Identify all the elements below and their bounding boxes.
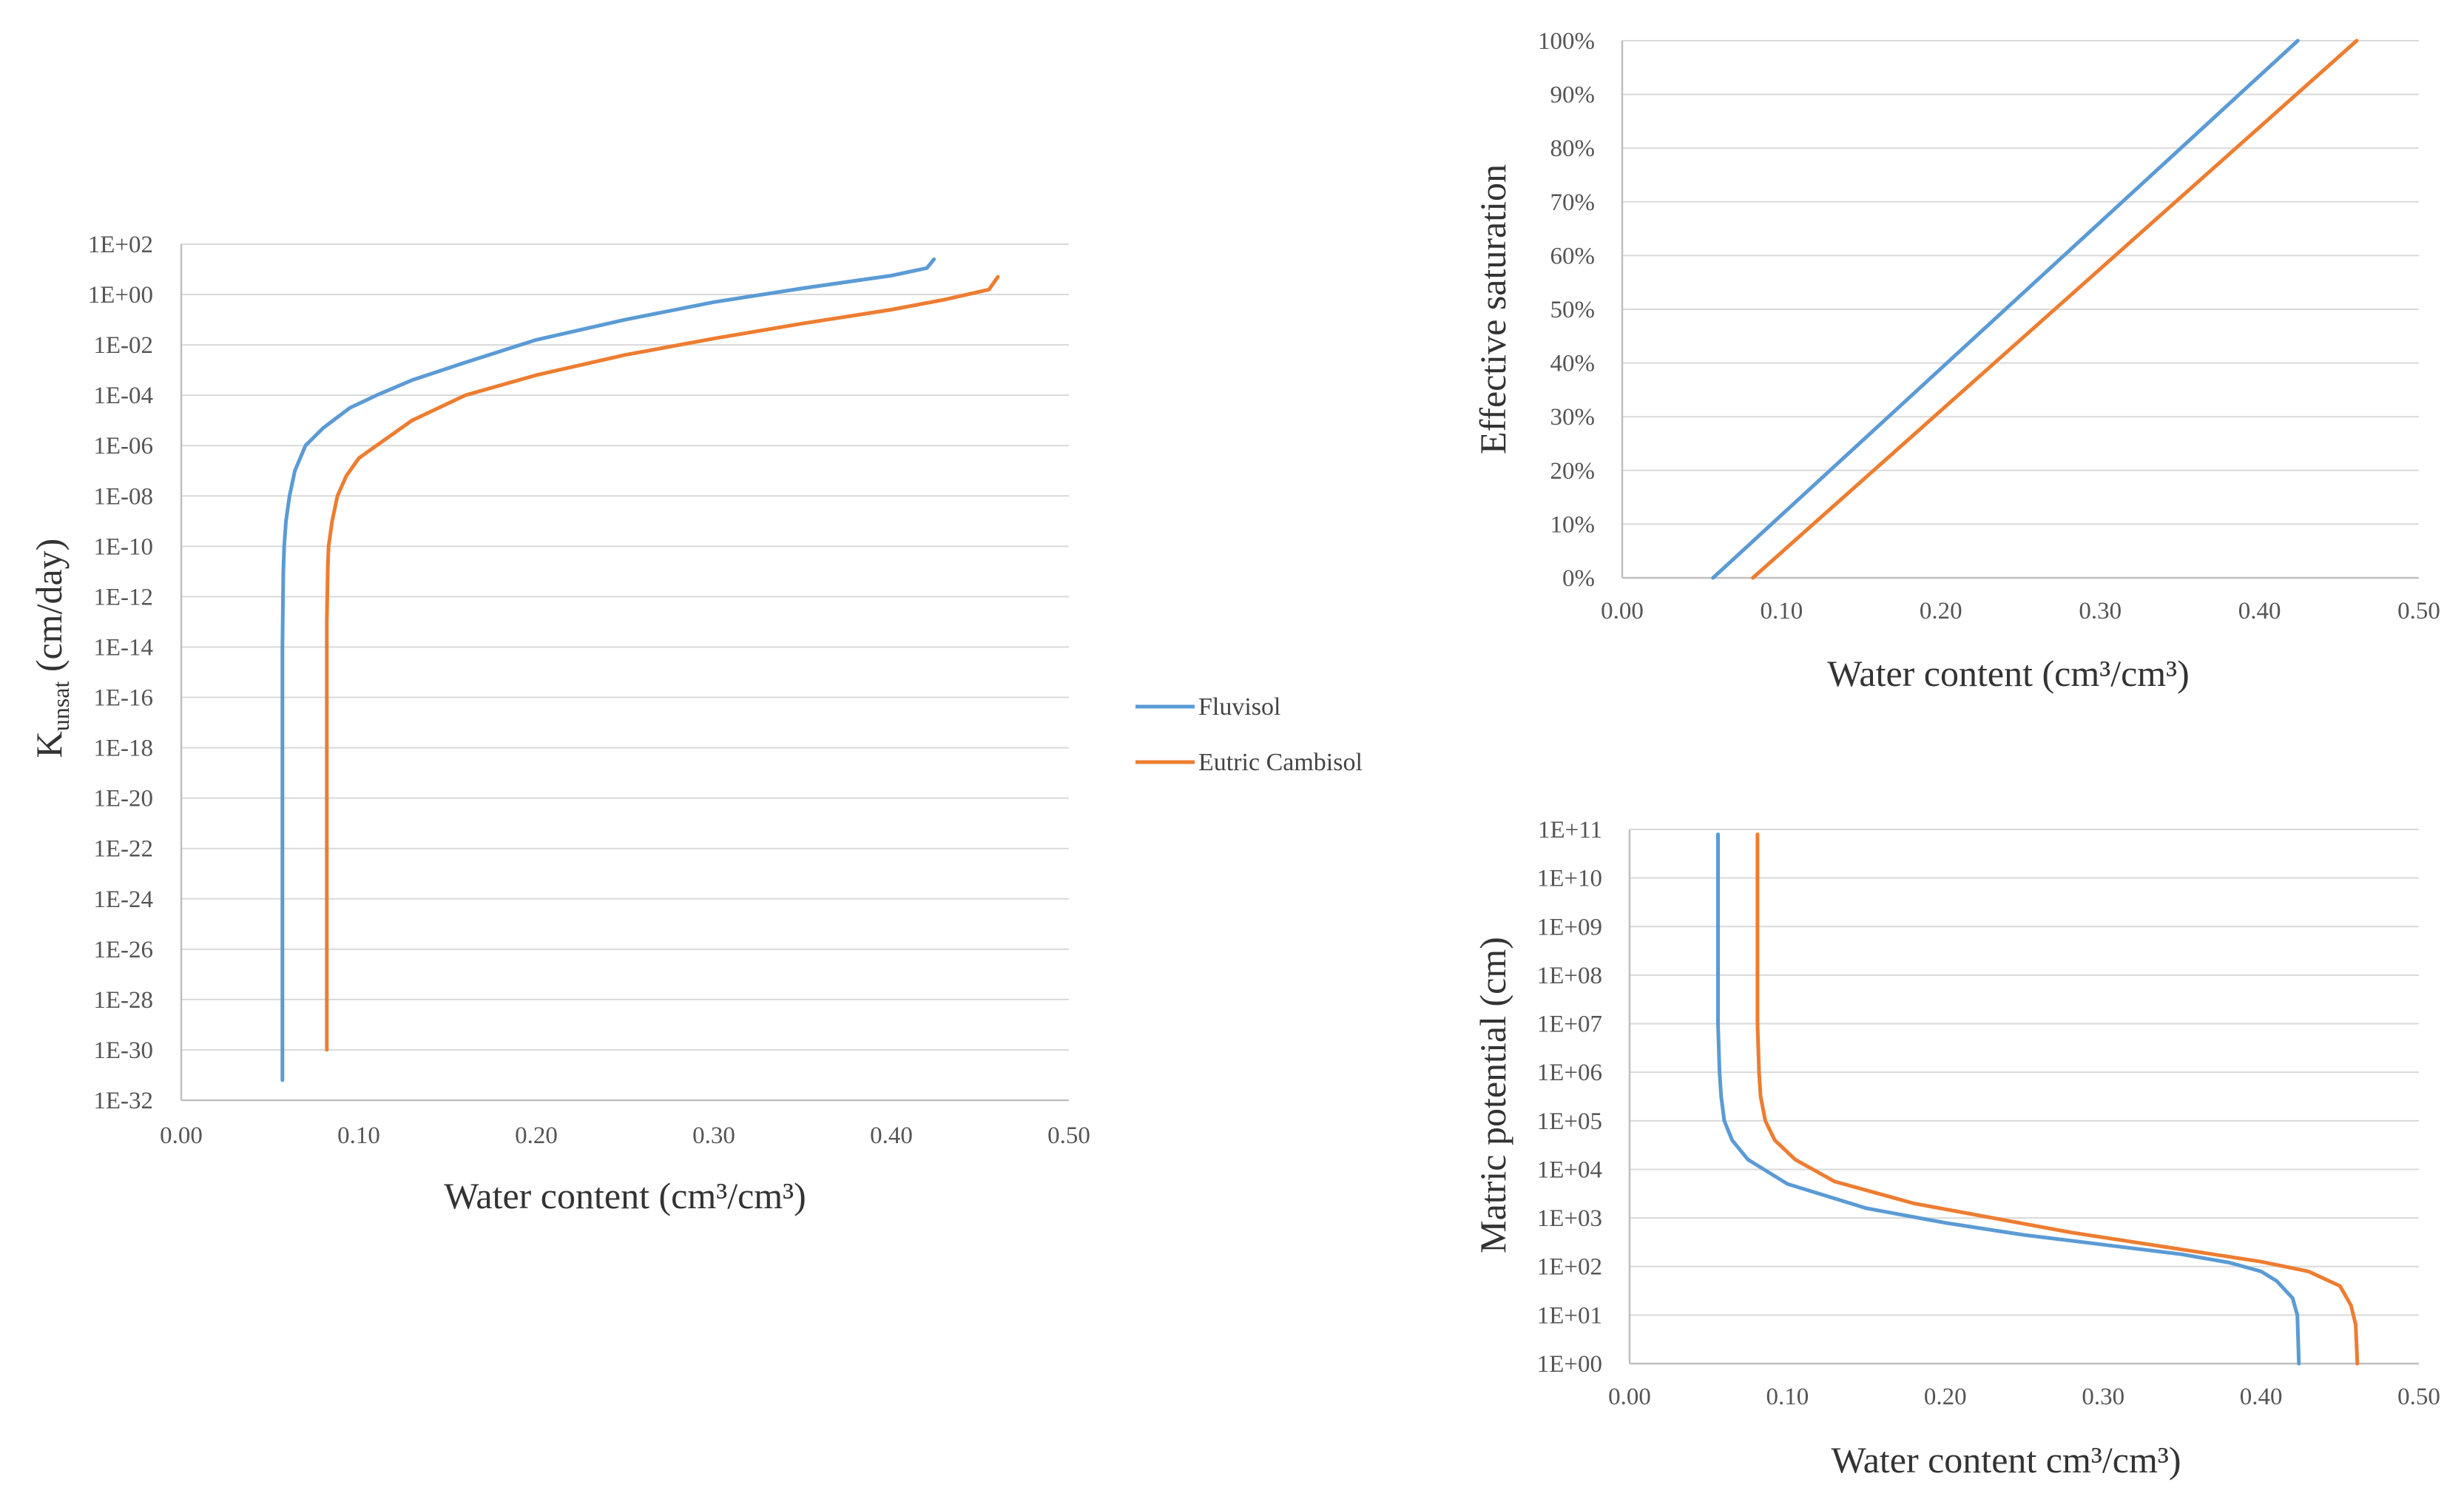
chart-matric-potential: 1E+00 1E+01 1E+02 1E+03 1E+04 1E+05 1E+06 1E+07… [1472,817,2440,1481]
saturation-y-tick-label: 40% [1550,351,1596,377]
matric-y-tick-label: 1E+08 [1537,963,1602,989]
matric-x-axis-title: Water content cm³/cm³) [1832,1439,2181,1481]
kunsat-series-fluvisol [280,257,936,1082]
saturation-series-fluvisol [1711,38,2300,580]
saturation-x-tick-label: 0.50 [2397,598,2440,624]
kunsat-y-tick-label: 1E-28 [93,987,153,1014]
kunsat-x-tick-label: 0.20 [515,1122,558,1149]
kunsat-y-tick-label: 1E-24 [93,886,153,913]
saturation-x-tick-label: 0.30 [2079,598,2122,624]
saturation-y-tick-label: 90% [1550,82,1596,109]
matric-y-tick-label: 1E+03 [1537,1205,1602,1232]
kunsat-y-tick-label: 1E-20 [93,786,153,812]
matric-x-tick-label: 0.20 [1924,1384,1967,1410]
kunsat-x-axis-title: Water content (cm³/cm³) [444,1175,806,1216]
matric-x-tick-label: 0.10 [1766,1384,1809,1410]
kunsat-y-tick-label: 1E-12 [93,584,153,610]
matric-x-tick-label: 0.30 [2082,1384,2124,1410]
matric-y-tick-label: 1E+01 [1537,1302,1602,1329]
matric-y-tick-label: 1E+11 [1538,817,1602,843]
saturation-y-tick-label: 70% [1550,189,1596,216]
kunsat-y-tick-label: 1E-30 [93,1037,153,1064]
matric-y-tick-label: 1E+04 [1537,1156,1602,1183]
saturation-x-tick-label: 0.00 [1601,598,1644,624]
matric-y-tick-labels: 1E+00 1E+01 1E+02 1E+03 1E+04 1E+05 1E+06 1E+07… [1537,817,1602,1378]
kunsat-y-tick-label: 1E+00 [88,282,153,309]
kunsat-x-tick-label: 0.30 [692,1122,735,1149]
matric-series-fluvisol [1716,832,2301,1366]
kunsat-ylabel-subscript: unsat [47,681,74,732]
matric-y-tick-label: 1E+07 [1537,1011,1602,1038]
saturation-gridlines [1621,40,2419,579]
kunsat-y-tick-label: 1E-04 [93,383,153,409]
matric-x-tick-label: 0.50 [2397,1384,2440,1410]
saturation-y-tick-label: 60% [1550,243,1596,269]
kunsat-y-tick-label: 1E-10 [93,533,153,560]
kunsat-series-eutric-cambisol [325,275,1000,1052]
kunsat-y-tick-labels: 1E+02 1E+00 1E-02 1E-04 1E-06 1E-08 1E-10 1E-12… [88,232,153,1114]
matric-y-tick-label: 1E+02 [1537,1254,1602,1281]
saturation-x-tick-label: 0.20 [1920,598,1962,624]
kunsat-y-tick-label: 1E-26 [93,937,153,963]
kunsat-x-tick-label: 0.40 [870,1122,913,1149]
saturation-y-tick-labels: 0% 10% 20% 30% 40% 50% 60% 70% 80% 90% 100% [1538,28,1595,592]
kunsat-y-tick-label: 1E-06 [93,433,153,459]
kunsat-x-tick-label: 0.00 [160,1122,203,1149]
kunsat-y-tick-label: 1E-32 [93,1088,153,1114]
saturation-y-tick-label: 10% [1550,511,1596,538]
saturation-y-tick-label: 50% [1550,297,1596,323]
kunsat-x-tick-label: 0.50 [1047,1122,1090,1149]
matric-x-tick-labels: 0.00 0.10 0.20 0.30 0.40 0.50 [1608,1384,2440,1410]
matric-y-axis-title: Matric potential (cm) [1472,937,1513,1253]
saturation-x-axis-title: Water content (cm³/cm³) [1827,653,2190,694]
legend: Fluvisol Eutric Cambisol [1135,693,1363,776]
kunsat-x-tick-labels: 0.00 0.10 0.20 0.30 0.40 0.50 [160,1122,1090,1149]
chart-kunsat: 1E+02 1E+00 1E-02 1E-04 1E-06 1E-08 1E-10 1E-12… [28,232,1090,1216]
kunsat-y-tick-label: 1E-22 [93,836,153,863]
kunsat-y-tick-label: 1E-02 [93,332,153,359]
saturation-x-tick-label: 0.10 [1761,598,1803,624]
legend-label-fluvisol: Fluvisol [1198,693,1280,721]
matric-y-tick-label: 1E+05 [1537,1108,1602,1135]
kunsat-y-tick-label: 1E-18 [93,735,153,762]
chart-effective-saturation: 0%10%20%30%40%50%60%70%80%90%100% 0.00 0.… [1472,28,2440,694]
kunsat-ylabel-unit: (cm/day) [28,539,70,681]
matric-gridlines [1628,829,2419,1365]
saturation-y-tick-label: 20% [1550,458,1596,485]
matric-series [1716,832,2360,1366]
kunsat-x-tick-label: 0.10 [337,1122,380,1149]
matric-series-eutric-cambisol [1755,832,2360,1366]
saturation-series [1711,38,2359,580]
matric-y-tick-label: 1E+00 [1537,1351,1602,1378]
kunsat-y-tick-label: 1E-16 [93,685,153,712]
kunsat-gridlines [180,243,1069,1102]
matric-x-tick-label: 0.40 [2240,1384,2283,1410]
kunsat-y-tick-label: 1E+02 [88,232,153,258]
saturation-y-tick-label: 30% [1550,404,1596,431]
matric-y-tick-label: 1E+09 [1537,914,1602,940]
saturation-x-tick-labels: 0.00 0.10 0.20 0.30 0.40 0.50 [1601,598,2440,624]
kunsat-y-tick-label: 1E-08 [93,483,153,510]
kunsat-y-axis-title: Kunsat (cm/day) [28,539,74,758]
kunsat-y-tick-label: 1E-14 [93,634,153,661]
kunsat-ylabel-main: K [28,731,70,758]
legend-label-eutric-cambisol: Eutric Cambisol [1198,749,1363,776]
saturation-y-tick-label: 80% [1550,135,1596,162]
saturation-x-tick-label: 0.40 [2238,598,2281,624]
matric-y-tick-label: 1E+10 [1537,866,1602,892]
saturation-series-eutric-cambisol [1751,38,2359,580]
matric-y-tick-label: 1E+06 [1537,1060,1602,1086]
kunsat-series [280,257,1000,1082]
matric-x-tick-label: 0.00 [1608,1384,1651,1410]
saturation-y-tick-label: 0% [1562,565,1595,592]
saturation-y-tick-label: 100% [1538,28,1595,55]
saturation-y-axis-title: Effective saturation [1472,164,1513,454]
